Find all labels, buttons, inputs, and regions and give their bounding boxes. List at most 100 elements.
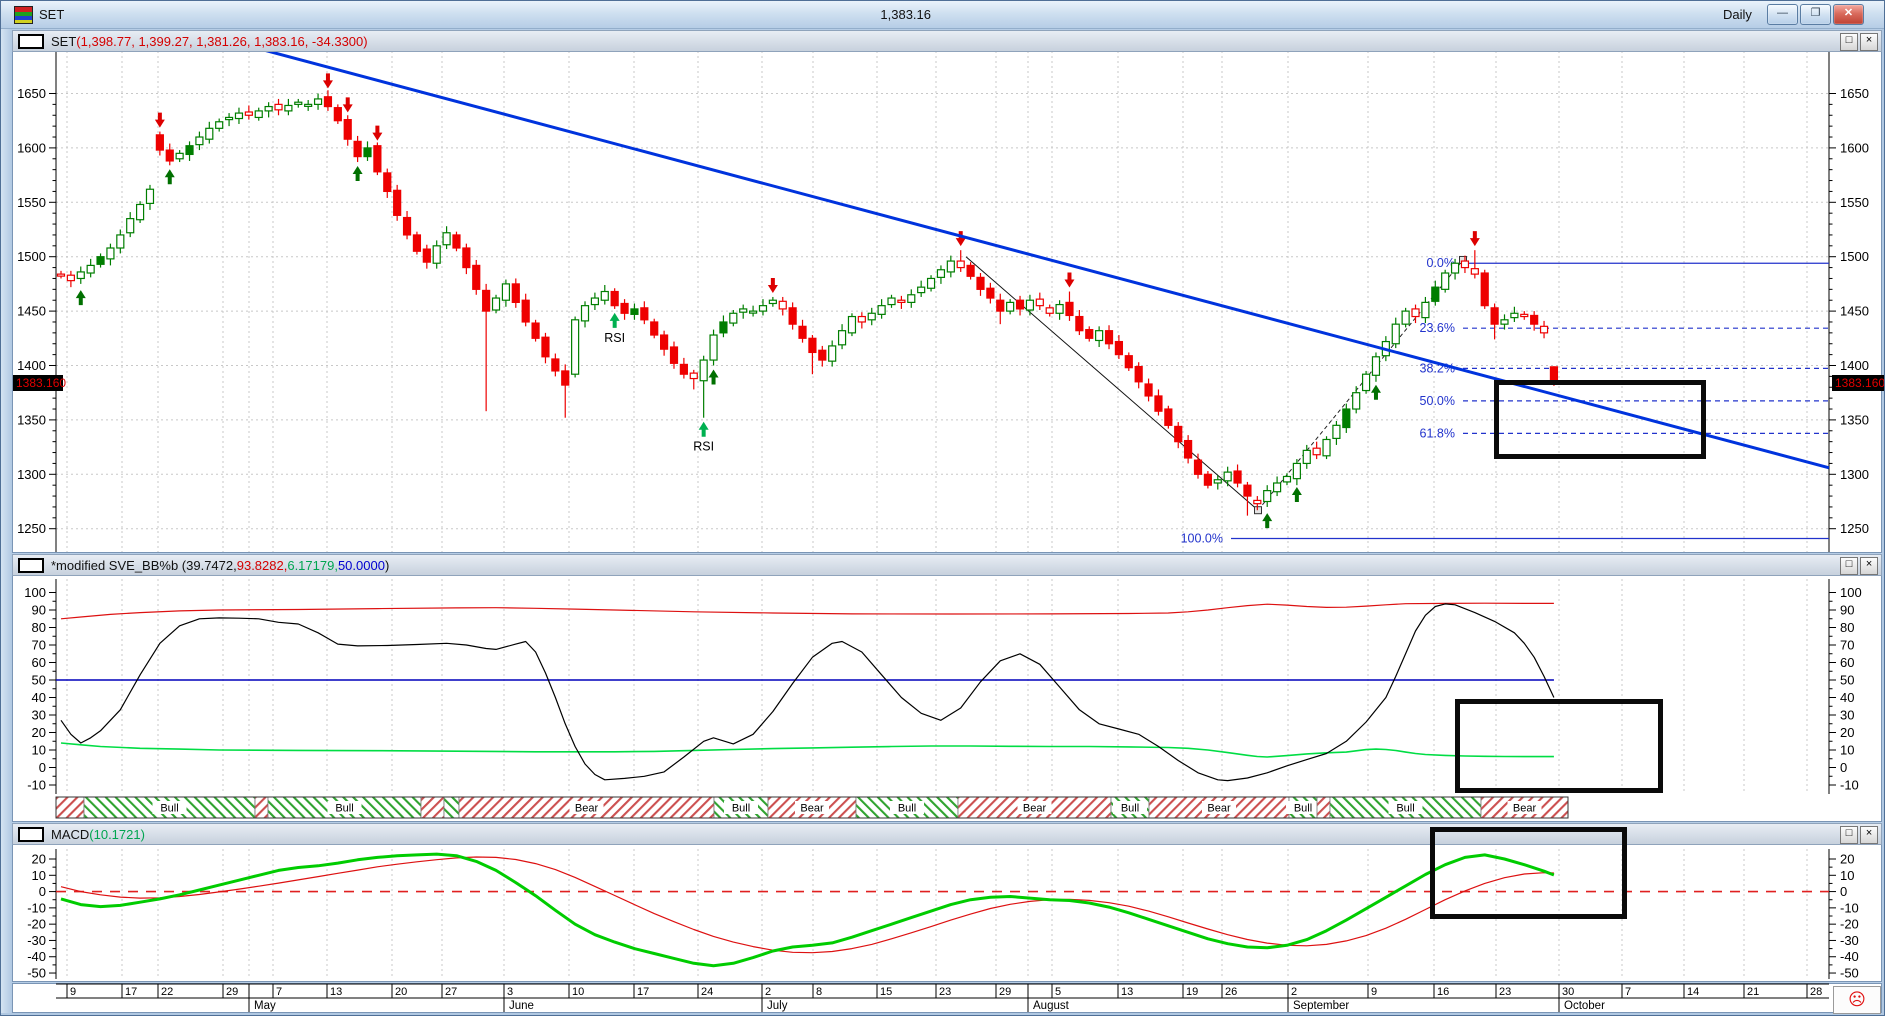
y-axis-label: -10: [27, 900, 46, 915]
annotation-rectangle[interactable]: [1455, 699, 1663, 793]
x-axis-day-label: 15: [880, 986, 892, 998]
ribbon-segment-label: Bear: [575, 803, 599, 815]
y-axis-label: 1650: [1840, 86, 1869, 101]
x-axis-month-label: July: [767, 1000, 788, 1012]
annotation-rectangle[interactable]: [1494, 380, 1706, 459]
sve-value-green: 6.17179,: [287, 557, 338, 573]
ribbon-segment-label: Bull: [160, 803, 178, 815]
x-axis-day-label: 9: [1371, 986, 1377, 998]
y-axis-label: -40: [1840, 949, 1859, 964]
y-axis-label: 70: [32, 638, 46, 653]
panel-maximize-button[interactable]: □: [1840, 557, 1858, 575]
restore-button[interactable]: ❐: [1800, 4, 1831, 25]
minimize-button[interactable]: —: [1767, 4, 1798, 25]
x-axis-day-label: 23: [939, 986, 951, 998]
x-axis-day-label: 21: [1747, 986, 1759, 998]
y-axis-label: 100: [1840, 585, 1862, 600]
price-panel: [12, 30, 1882, 553]
ribbon-segment-label: Bull: [1396, 803, 1414, 815]
buy-arrow-icon: [75, 290, 86, 306]
sell-arrow-icon: [767, 277, 778, 293]
y-axis-label: -10: [1840, 778, 1859, 793]
panel-close-button[interactable]: ×: [1860, 826, 1878, 844]
y-axis-label: 1650: [17, 86, 46, 101]
x-axis-day-label: 7: [1625, 986, 1631, 998]
x-axis-day-label: 16: [1437, 986, 1449, 998]
blue-downtrend-line[interactable]: [231, 41, 1829, 470]
macd-value: (10.1721): [89, 826, 145, 842]
sve-plot: [56, 602, 1555, 782]
y-axis-label: 1600: [1840, 140, 1869, 155]
x-axis-day-label: 28: [1810, 986, 1822, 998]
panel-maximize-button[interactable]: □: [1840, 33, 1858, 51]
panel-collapse-icon[interactable]: [18, 557, 44, 573]
y-axis-label: 90: [32, 603, 46, 618]
grid-lines: [56, 51, 1829, 979]
y-axis-label: 1400: [17, 358, 46, 373]
window-frame-right: [1882, 28, 1884, 1015]
panel-maximize-button[interactable]: □: [1840, 826, 1858, 844]
macd-panel-header[interactable]: MACD (10.1721) □ ×: [12, 823, 1882, 845]
y-axis-label: 10: [1840, 868, 1854, 883]
rsi-signal-label: RSI: [604, 331, 625, 345]
y-axis-label: -10: [1840, 900, 1859, 915]
sell-arrow-icon: [372, 125, 383, 141]
panel-collapse-icon[interactable]: [18, 826, 44, 842]
sve-upper-band: [60, 602, 1554, 620]
annotation-rectangle[interactable]: [1430, 827, 1627, 919]
x-axis-day-label: 30: [1562, 986, 1574, 998]
black-trendline[interactable]: [965, 256, 1259, 511]
bull-bear-ribbon: Bull Bull Bear Bull Bear Bull Bear Bull Bear Bull…: [55, 796, 1569, 819]
price-panel-title: SET: [51, 33, 77, 49]
buy-arrow-icon: [1262, 513, 1273, 529]
fib-label: 61.8%: [1420, 426, 1455, 440]
x-axis-month-label: August: [1033, 1000, 1070, 1012]
sve-panel-header[interactable]: *modified SVE_BB%b ( 39.7472, 93.8282, 6…: [12, 554, 1882, 576]
ribbon-segment-label: Bear: [1513, 803, 1537, 815]
y-axis-label: 0: [1840, 760, 1847, 775]
price-y-axis: 1650 1650 1600 1600 1550 1550 1500 1500 1450 1450…: [17, 51, 1869, 552]
x-axis-day-label: 3: [507, 986, 513, 998]
title-bar[interactable]: SET 1,383.16 Daily — ❐ ✕: [1, 1, 1884, 29]
zigzag-dashed-line[interactable]: [1257, 259, 1464, 511]
y-axis-label: 1450: [17, 304, 46, 319]
fib-label: 100.0%: [1181, 531, 1223, 545]
fibonacci-retracement[interactable]: 0.0%23.6%38.2%50.0%61.8%100.0%: [1181, 256, 1829, 545]
panel-close-button[interactable]: ×: [1860, 33, 1878, 51]
x-axis-day-label: 14: [1687, 986, 1699, 998]
x-axis-day-label: 13: [330, 986, 342, 998]
buy-arrow-icon: [708, 369, 719, 385]
y-axis-label: 50: [32, 673, 46, 688]
x-axis-day-label: 20: [395, 986, 407, 998]
buy-arrow-icon: [1370, 384, 1381, 400]
x-axis-day-label: 2: [1291, 986, 1297, 998]
panel-collapse-icon[interactable]: [18, 33, 44, 49]
y-axis-label: 20: [32, 852, 46, 867]
y-axis-label: 50: [1840, 673, 1854, 688]
window-frame-left: [1, 28, 12, 1015]
anchor-square-marker[interactable]: [1254, 506, 1262, 515]
y-axis-label: 40: [1840, 690, 1854, 705]
y-axis-label: -20: [1840, 917, 1859, 932]
ribbon-segment-label: Bull: [898, 803, 916, 815]
status-sad-icon[interactable]: ☹: [1833, 986, 1881, 1014]
sell-arrow-icon: [1064, 272, 1075, 288]
x-axis-day-label: 22: [161, 986, 173, 998]
y-axis-label: 60: [32, 655, 46, 670]
x-axis-day-label: 19: [1186, 986, 1198, 998]
y-axis-label: 30: [1840, 708, 1854, 723]
y-axis-label: 20: [1840, 852, 1854, 867]
titlebar-last-price: 1,383.16: [880, 7, 931, 22]
macd-plot: [56, 852, 1829, 968]
x-axis-day-label: 8: [816, 986, 822, 998]
price-panel-header[interactable]: SET (1,398.77, 1,399.27, 1,381.26, 1,383…: [12, 30, 1882, 52]
close-button[interactable]: ✕: [1833, 4, 1864, 25]
y-axis-label: 40: [32, 690, 46, 705]
sell-arrow-icon: [342, 97, 353, 113]
interval-label[interactable]: Daily: [1723, 7, 1752, 22]
panel-close-button[interactable]: ×: [1860, 557, 1878, 575]
trade-signals: RSI RSI: [75, 73, 1480, 529]
